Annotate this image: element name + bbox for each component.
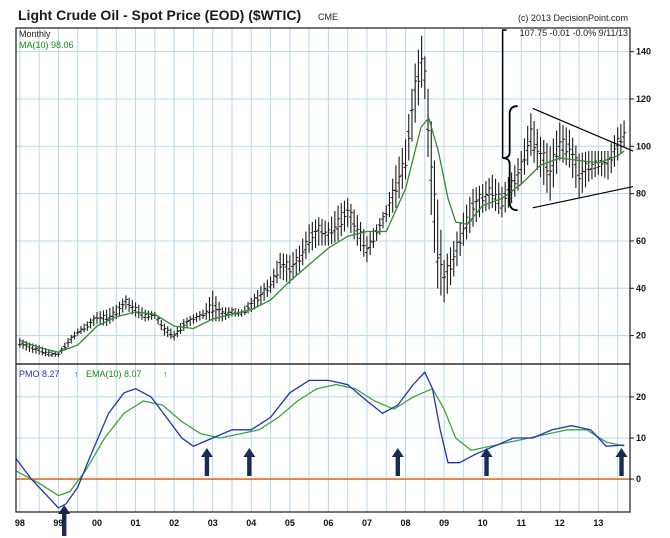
ma-label: MA(10) 98.06 — [19, 40, 74, 50]
x-tick-label: 09 — [439, 518, 449, 528]
x-tick-label: 11 — [516, 518, 526, 528]
x-tick-label: 05 — [285, 518, 295, 528]
ma10-line — [19, 116, 625, 353]
pmo-up-arrow-icon: ↑ — [74, 369, 79, 379]
y-tick-label: 20 — [636, 392, 646, 402]
last-quote-label: 107.75 -0.01 -0.0% 9/11/13 — [520, 28, 628, 38]
up-arrow-shaft — [247, 455, 252, 476]
x-tick-label: 02 — [169, 518, 179, 528]
up-arrow-shaft — [484, 455, 489, 476]
x-tick-label: 06 — [323, 518, 333, 528]
up-arrow-shaft — [395, 455, 401, 476]
x-tick-label: 10 — [478, 518, 488, 528]
up-arrow-icon — [480, 448, 493, 476]
y-tick-label: 20 — [636, 331, 646, 341]
price-bars — [17, 35, 627, 357]
y-tick-label: 10 — [636, 433, 646, 443]
x-tick-label: 04 — [246, 518, 256, 528]
ema-label: EMA(10) 8.07 — [86, 369, 142, 379]
x-tick-label: 13 — [593, 518, 603, 528]
up-arrow-head — [480, 448, 493, 457]
x-tick-label: 08 — [401, 518, 411, 528]
up-arrow-shaft — [204, 455, 210, 476]
indicator-lines — [15, 116, 625, 509]
up-arrow-head — [243, 448, 256, 457]
triangle-trendline — [532, 185, 634, 209]
x-tick-label: 12 — [555, 518, 565, 528]
x-tick-label: 98 — [15, 518, 25, 528]
up-arrow-head — [391, 448, 404, 457]
axis-ticks: 98 99 00 01 02 03 04 05 06 07 08 09 10 11 12 13 20 40 60 80… — [15, 47, 651, 528]
brace-leader — [501, 29, 507, 159]
exchange-label: CME — [318, 12, 338, 22]
y-tick-label: 60 — [636, 236, 646, 246]
up-arrow-icon — [200, 448, 213, 476]
y-tick-label: 0 — [636, 474, 641, 484]
pmo-label: PMO 8.27 — [19, 369, 60, 379]
up-arrow-head — [200, 448, 213, 457]
chart-title: Light Crude Oil - Spot Price (EOD) ($WTI… — [18, 7, 301, 23]
ema-up-arrow-icon: ↑ — [163, 369, 168, 379]
y-tick-label: 120 — [636, 94, 651, 104]
grid — [16, 28, 630, 512]
annotations — [58, 29, 634, 536]
up-arrow-icon — [615, 448, 628, 476]
y-tick-label: 80 — [636, 189, 646, 199]
x-tick-label: 01 — [131, 518, 141, 528]
pmo-line — [15, 371, 625, 509]
ema10-line — [15, 383, 625, 497]
up-arrow-shaft — [619, 455, 624, 476]
y-tick-label: 40 — [636, 283, 646, 293]
interval-label: Monthly — [19, 29, 51, 39]
up-arrow-icon — [243, 448, 256, 476]
up-arrow-shaft — [62, 512, 67, 536]
x-tick-label: 03 — [208, 518, 218, 528]
y-tick-label: 100 — [636, 141, 651, 151]
x-tick-label: 00 — [92, 518, 102, 528]
triangle-trendline — [532, 107, 634, 152]
x-tick-label: 99 — [53, 518, 63, 528]
up-arrow-icon — [391, 448, 404, 476]
x-tick-label: 07 — [362, 518, 372, 528]
y-tick-label: 140 — [636, 47, 651, 57]
copyright-label: (c) 2013 DecisionPoint.com — [518, 13, 628, 23]
up-arrow-head — [615, 448, 628, 457]
